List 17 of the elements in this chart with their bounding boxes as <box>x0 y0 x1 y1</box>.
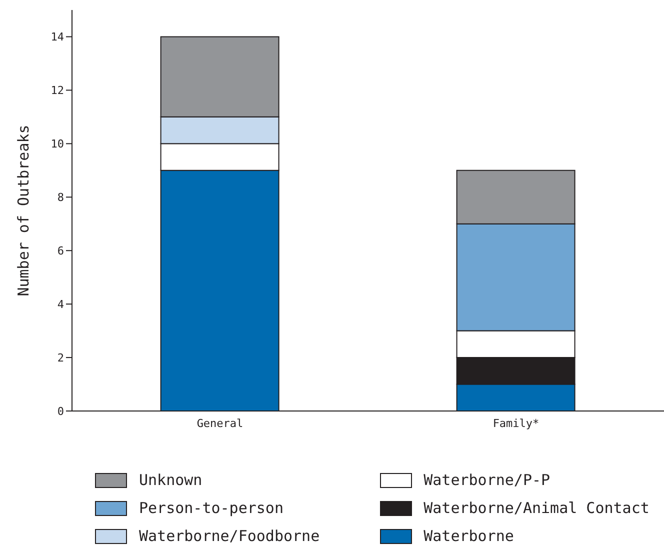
legend-label: Waterborne/P-P <box>424 471 550 489</box>
legend-label: Waterborne/Animal Contact <box>424 499 650 517</box>
y-tick-label: 8 <box>57 191 64 204</box>
x-tick-label: Family* <box>492 416 540 430</box>
y-tick-label: 0 <box>57 404 64 418</box>
legend-label: Unknown <box>139 471 202 489</box>
x-tick-label: General <box>196 416 244 430</box>
y-tick-label: 12 <box>50 84 64 98</box>
legend-label: Person-to-person <box>139 499 284 517</box>
y-axis-title: Number of Outbreaks <box>14 124 32 296</box>
legend-label: Waterborne/Foodborne <box>139 527 320 545</box>
y-tick-label: 10 <box>50 138 64 151</box>
y-tick-label: 14 <box>50 30 64 44</box>
y-tick-label: 2 <box>57 351 64 364</box>
y-tick-label: 4 <box>57 298 64 311</box>
y-tick-label: 6 <box>57 244 64 258</box>
legend-label: Waterborne <box>424 527 514 545</box>
